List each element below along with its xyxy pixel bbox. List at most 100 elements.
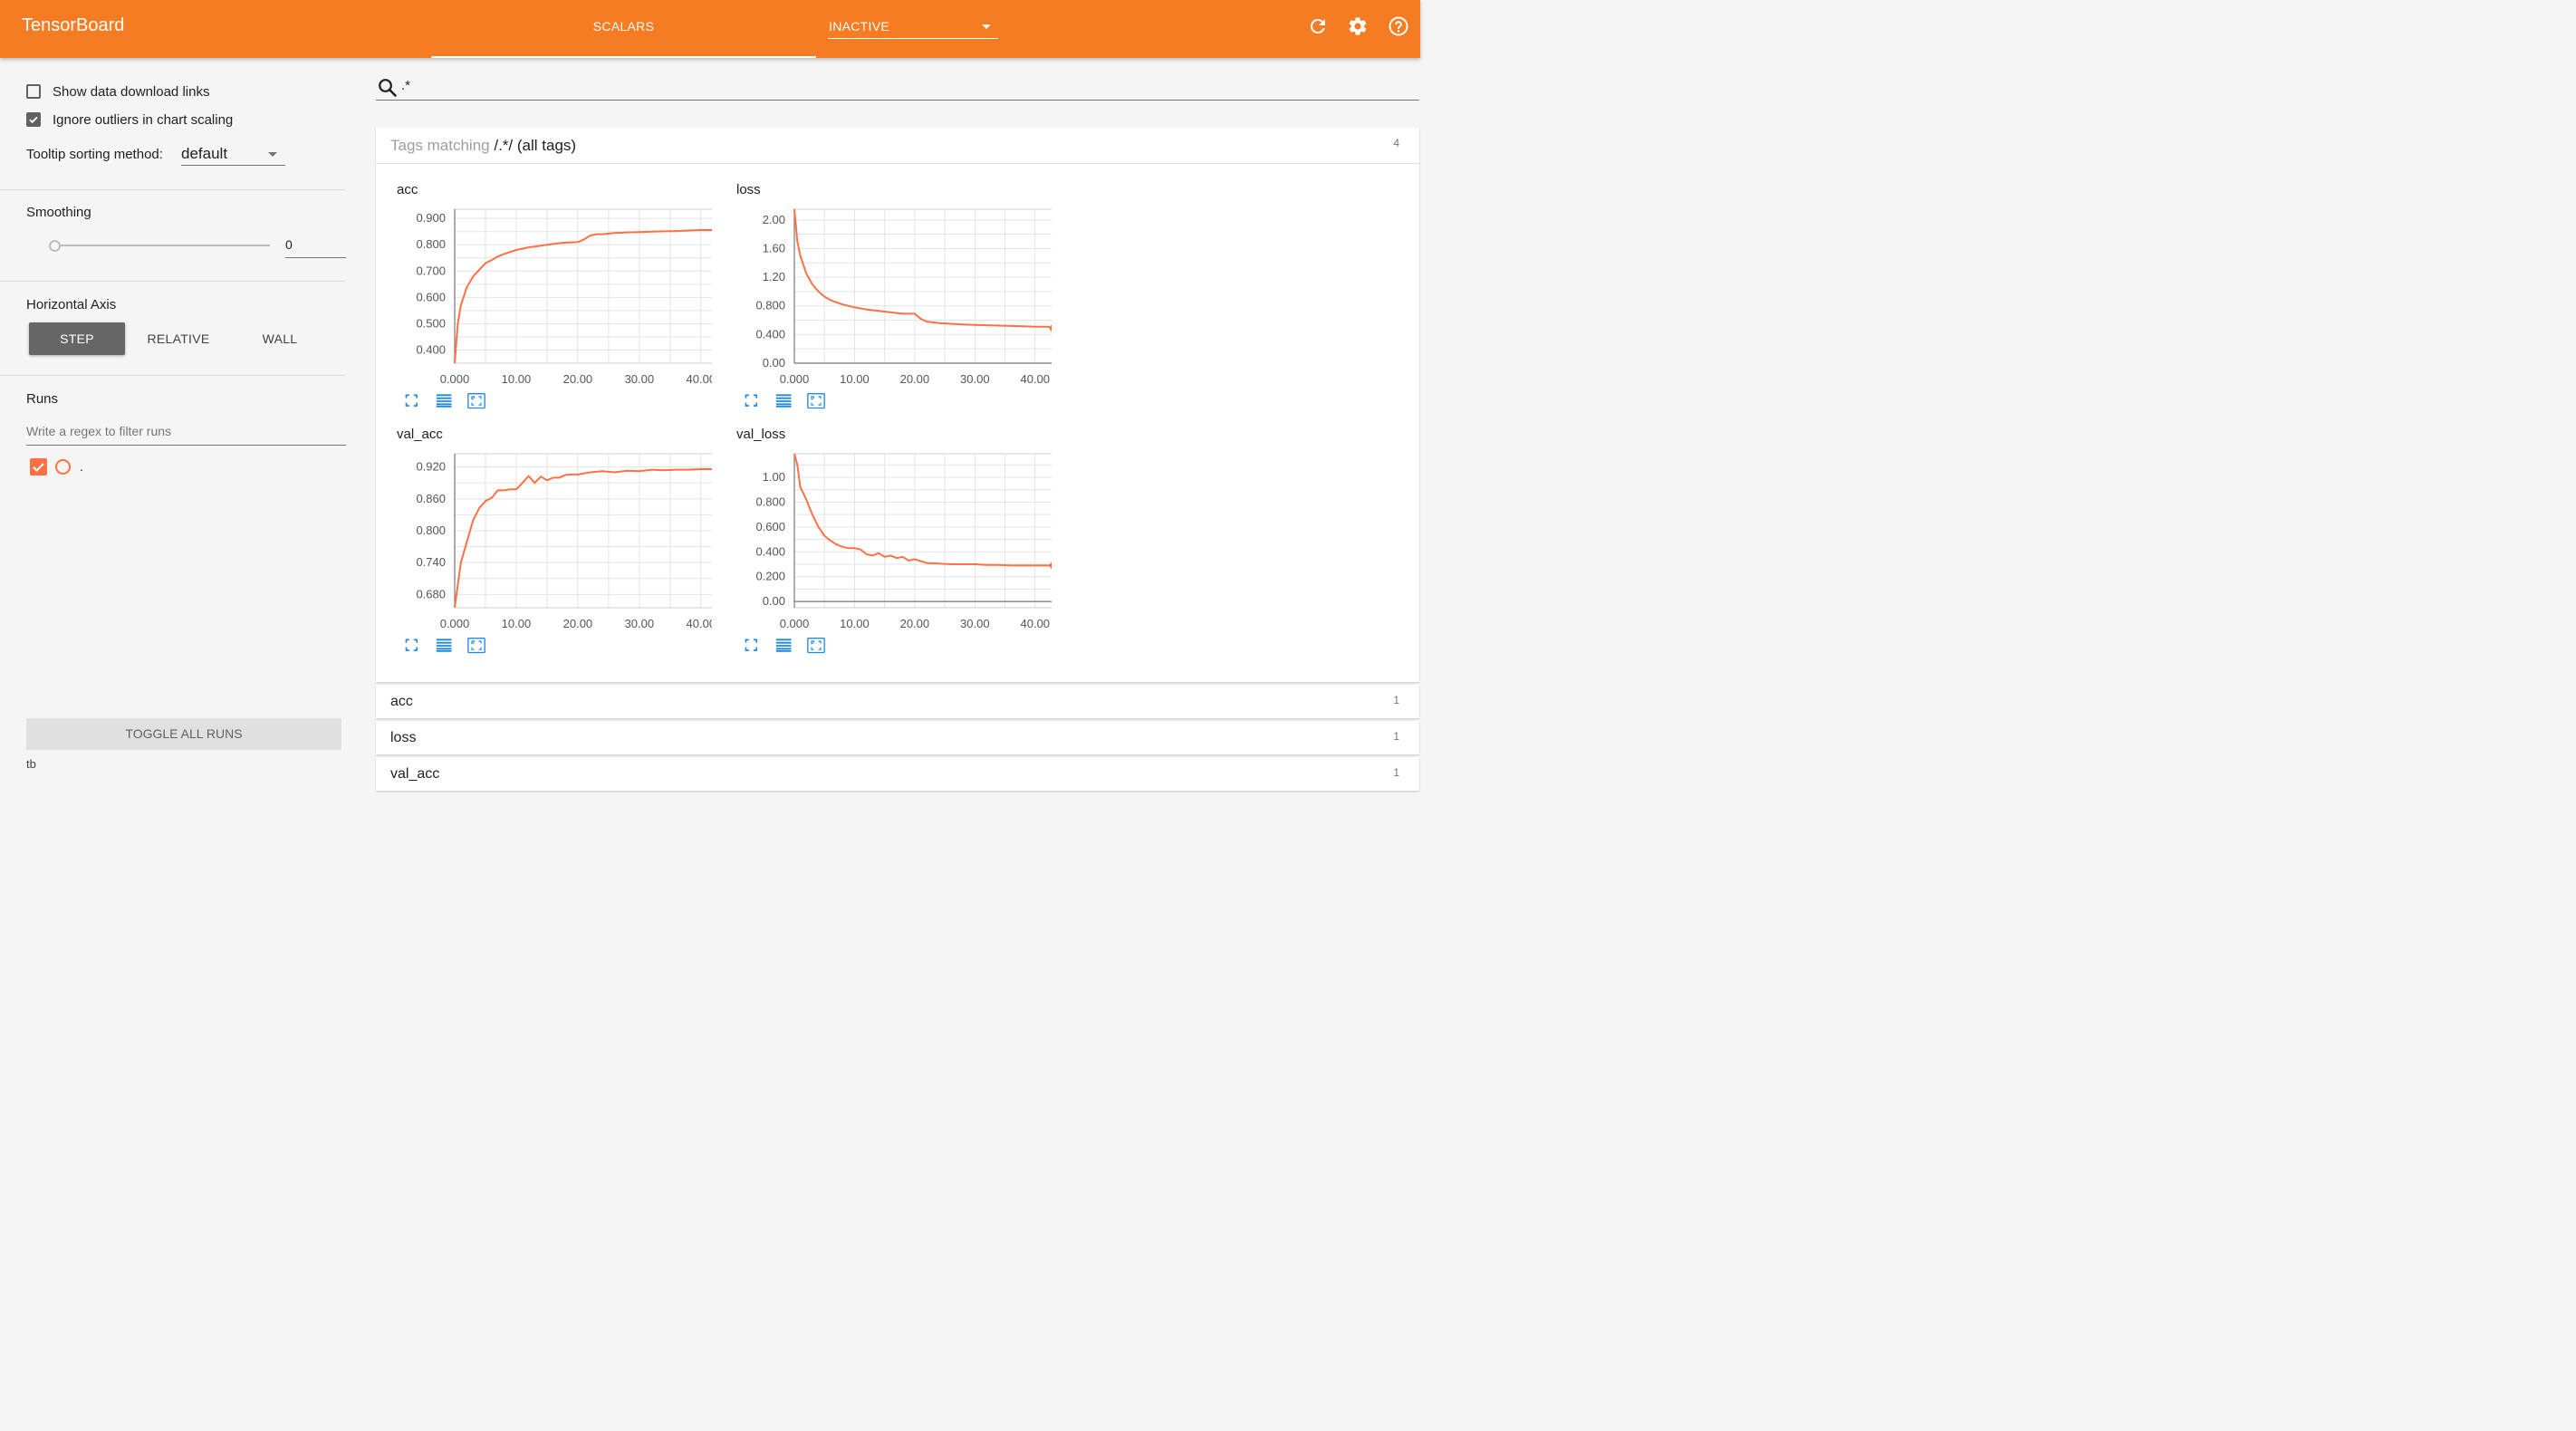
log-scale-icon[interactable]: [775, 637, 793, 655]
tag-group-val-acc[interactable]: val_acc 1: [376, 757, 1419, 791]
sidebar: Show data download links Ignore outliers…: [0, 58, 359, 789]
tag-group-header[interactable]: Tags matching /.*/ (all tags) 4: [376, 128, 1419, 164]
tag-group-suffix: (all tags): [516, 137, 577, 154]
toggle-all-runs-button[interactable]: TOGGLE ALL RUNS: [26, 718, 341, 750]
runs-filter-input[interactable]: Write a regex to filter runs: [26, 422, 346, 446]
axis-step-button[interactable]: STEP: [29, 322, 125, 355]
tag-group-acc[interactable]: acc 1: [376, 685, 1419, 718]
run-color-swatch[interactable]: [55, 459, 71, 475]
tag-group-label: val_acc: [390, 766, 440, 782]
divider: [0, 189, 345, 190]
axis-wall-button[interactable]: WALL: [262, 331, 298, 346]
chart-toolbar: [404, 637, 504, 657]
y-tick-label: 0.860: [416, 492, 446, 505]
top-toolbar: TensorBoard SCALARS INACTIVE: [0, 0, 1420, 58]
y-tick-label: 0.00: [763, 356, 785, 370]
chart-toolbar: [744, 392, 843, 412]
x-tick-label: 40.00: [687, 372, 712, 386]
chart-card-val-acc: val_acc 0.920 0.860 0.800 0.740 0.680 0.000 10.…: [377, 427, 712, 664]
chart-plot-area[interactable]: 2.00 1.60 1.20 0.800 0.400 0.00 0.000 10.00 20.0…: [716, 200, 1052, 390]
x-tick-label: 30.00: [625, 617, 655, 630]
chart-frame: [793, 208, 1052, 364]
y-tick-label: 0.680: [416, 587, 446, 600]
chart-plot-area[interactable]: 0.900 0.800 0.700 0.600 0.500 0.400 0.000 10.00…: [377, 200, 712, 390]
y-tick-label: 0.500: [416, 316, 446, 330]
refresh-icon[interactable]: [1307, 15, 1329, 37]
divider: [0, 375, 345, 376]
tag-group-card: Tags matching /.*/ (all tags) 4 acc 0.900…: [376, 128, 1419, 682]
gear-icon[interactable]: [1347, 15, 1369, 37]
x-tick-label: 0.000: [440, 372, 470, 386]
log-scale-icon[interactable]: [436, 392, 454, 410]
chart-card-acc: acc 0.900 0.800 0.700 0.600 0.500 0.400 0.000 10…: [377, 182, 712, 419]
series-end-point[interactable]: [1049, 324, 1052, 331]
expand-icon[interactable]: [744, 392, 762, 410]
help-icon[interactable]: [1388, 15, 1409, 37]
expand-icon[interactable]: [744, 637, 762, 655]
horizontal-axis-label: Horizontal Axis: [26, 297, 117, 312]
tag-group-count: 1: [1393, 730, 1399, 743]
y-tick-label: 0.700: [416, 264, 446, 277]
y-tick-label: 1.60: [763, 241, 785, 255]
log-scale-icon[interactable]: [436, 637, 454, 655]
series-line[interactable]: [793, 208, 1052, 329]
y-tick-label: 2.00: [763, 213, 785, 226]
chart-title: val_acc: [397, 427, 443, 442]
tag-filter-search[interactable]: .*: [376, 74, 1419, 101]
smoothing-value-input[interactable]: 0: [285, 235, 346, 258]
inactive-select-label: INACTIVE: [829, 19, 889, 34]
fit-domain-icon[interactable]: [467, 392, 485, 410]
x-tick-label: 0.000: [440, 617, 470, 630]
series-line[interactable]: [454, 468, 712, 609]
chart-plot-area[interactable]: 0.920 0.860 0.800 0.740 0.680 0.000 10.00 20.00…: [377, 445, 712, 635]
chart-title: acc: [397, 182, 418, 197]
tag-group-label: loss: [390, 730, 417, 745]
tooltip-sorting-dropdown[interactable]: default: [181, 143, 285, 166]
fit-domain-icon[interactable]: [467, 637, 485, 655]
runs-label: Runs: [26, 391, 59, 407]
tag-group-count: 1: [1393, 766, 1399, 779]
show-download-links-checkbox[interactable]: [26, 84, 41, 99]
ignore-outliers-checkbox[interactable]: [26, 112, 41, 127]
axis-relative-button[interactable]: RELATIVE: [147, 331, 210, 346]
x-tick-label: 40.00: [1021, 617, 1051, 630]
y-tick-label: 0.400: [416, 342, 446, 356]
x-tick-label: 10.00: [840, 617, 870, 630]
fit-domain-icon[interactable]: [807, 637, 825, 655]
x-tick-label: 0.000: [780, 617, 810, 630]
series-line[interactable]: [454, 229, 712, 364]
tag-group-regex: /.*/: [494, 137, 514, 154]
ignore-outliers-label: Ignore outliers in chart scaling: [53, 112, 234, 128]
chart-frame: [454, 208, 712, 364]
tab-scalars[interactable]: SCALARS: [431, 0, 816, 58]
expand-icon[interactable]: [404, 392, 422, 410]
fit-domain-icon[interactable]: [807, 392, 825, 410]
y-tick-label: 0.920: [416, 460, 446, 474]
chart-title: val_loss: [736, 427, 786, 442]
y-tick-label: 0.800: [755, 299, 785, 312]
x-tick-label: 20.00: [900, 372, 930, 386]
y-tick-label: 0.600: [755, 520, 785, 533]
search-input[interactable]: .*: [401, 78, 411, 93]
tag-group-loss[interactable]: loss 1: [376, 721, 1419, 754]
x-tick-label: 20.00: [900, 617, 930, 630]
series-end-point[interactable]: [1049, 562, 1052, 570]
chart-plot-area[interactable]: 1.00 0.800 0.600 0.400 0.200 0.00 0.000 10.00 20…: [716, 445, 1052, 635]
y-tick-label: 0.200: [755, 570, 785, 583]
series-line[interactable]: [793, 453, 1052, 567]
y-tick-label: 0.800: [416, 523, 446, 537]
smoothing-slider-knob[interactable]: [49, 240, 61, 252]
inactive-dashboards-select[interactable]: INACTIVE: [828, 16, 998, 39]
y-tick-label: 0.740: [416, 555, 446, 569]
x-tick-label: 30.00: [960, 372, 990, 386]
y-tick-label: 1.20: [763, 270, 785, 283]
chart-card-val-loss: val_loss 1.00 0.800 0.600 0.400 0.200 0.00 0.00…: [716, 427, 1052, 664]
divider: [0, 281, 345, 282]
smoothing-slider-track[interactable]: [53, 245, 270, 246]
expand-icon[interactable]: [404, 637, 422, 655]
run-checkbox[interactable]: [30, 458, 47, 475]
tag-group-count: 4: [1393, 137, 1399, 149]
x-tick-label: 10.00: [502, 372, 532, 386]
tag-group-title: Tags matching /.*/ (all tags): [390, 137, 576, 155]
log-scale-icon[interactable]: [775, 392, 793, 410]
